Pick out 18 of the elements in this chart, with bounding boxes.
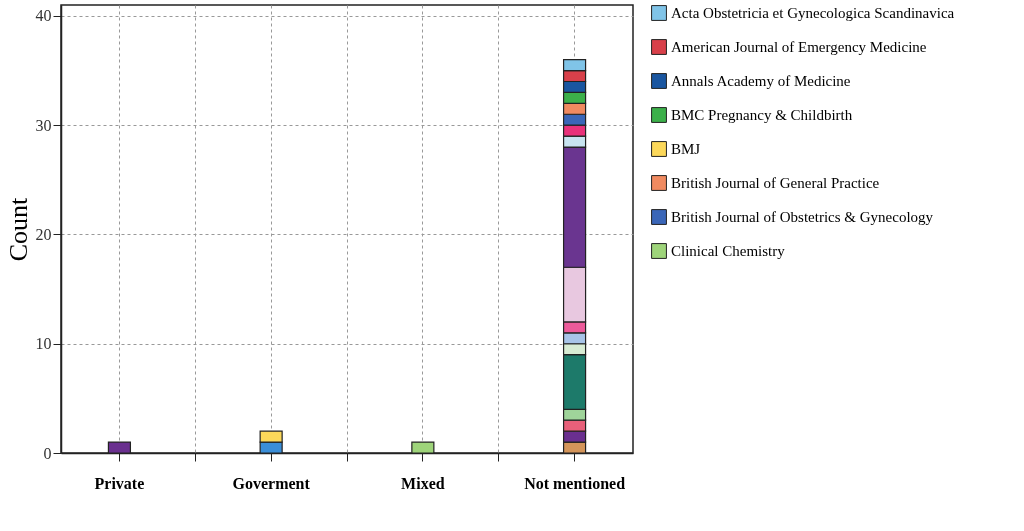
legend-label: BMJ [671,141,701,157]
x-tick-label: Private [94,474,145,492]
y-tick-label: 0 [43,444,52,462]
legend-label: Clinical Chemistry [671,243,786,259]
legend-label: British Journal of General Practice [671,175,880,191]
y-tick-label: 30 [35,116,52,134]
legend-label: Annals Academy of Medicine [671,73,851,89]
legend-label: American Journal of Emergency Medicine [671,39,927,55]
legend-label: Acta Obstetricia et Gynecologica Scandinavica [671,5,955,21]
legend-label: British Journal of Obstetrics & Gynecology [671,209,934,225]
y-axis-title: Count [3,196,33,262]
y-tick-label: 40 [35,7,52,25]
x-tick-label: Goverment [232,474,311,492]
x-tick-label: Not mentioned [524,474,626,492]
legend-label: BMC Pregnancy & Childbirth [671,107,853,123]
x-tick-label: Mixed [401,474,445,492]
y-tick-label: 20 [35,225,52,243]
y-tick-label: 10 [35,335,52,353]
